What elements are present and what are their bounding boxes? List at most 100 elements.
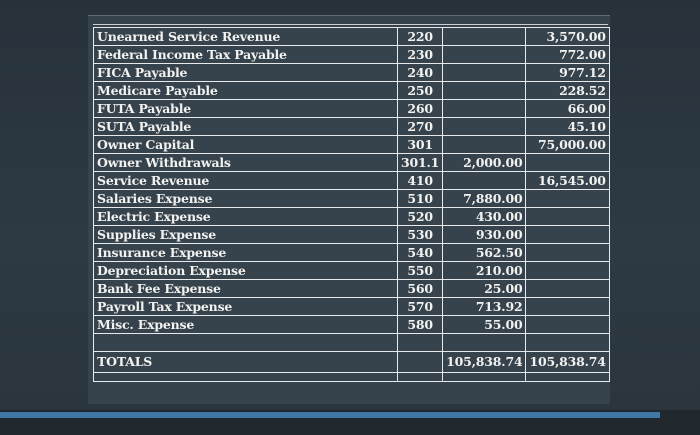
account-number: 270 <box>398 118 443 136</box>
account-row: Electric Expense520430.00 <box>94 208 610 226</box>
account-number: 260 <box>398 100 443 118</box>
bottom-strip <box>0 412 660 418</box>
credit-amount: 772.00 <box>526 46 609 64</box>
account-row: Depreciation Expense550210.00 <box>94 262 610 280</box>
account-name: Owner Capital <box>94 136 398 154</box>
credit-amount <box>526 208 609 226</box>
blank-cell <box>526 334 609 352</box>
credit-amount <box>526 244 609 262</box>
debit-amount <box>443 46 526 64</box>
credit-amount <box>526 298 609 316</box>
account-number: 530 <box>398 226 443 244</box>
account-row: Supplies Expense530930.00 <box>94 226 610 244</box>
blank-cell <box>94 334 398 352</box>
credit-amount: 16,545.00 <box>526 172 609 190</box>
account-name: FUTA Payable <box>94 100 398 118</box>
account-number: 540 <box>398 244 443 262</box>
debit-amount <box>443 118 526 136</box>
account-row: FUTA Payable260 66.00 <box>94 100 610 118</box>
totals-credit: 105,838.74 <box>526 352 609 373</box>
account-number: 580 <box>398 316 443 334</box>
account-number: 520 <box>398 208 443 226</box>
blank-cell <box>526 373 609 382</box>
credit-amount <box>526 190 609 208</box>
debit-amount <box>443 64 526 82</box>
blank-cell <box>398 373 443 382</box>
account-row: SUTA Payable270 45.10 <box>94 118 610 136</box>
account-name: SUTA Payable <box>94 118 398 136</box>
credit-amount <box>526 280 609 298</box>
account-number: 560 <box>398 280 443 298</box>
account-name: Depreciation Expense <box>94 262 398 280</box>
account-number: 301.1 <box>398 154 443 172</box>
totals-section: TOTALS 105,838.74 105,838.74 <box>94 334 610 382</box>
totals-label: TOTALS <box>94 352 398 373</box>
account-name: Unearned Service Revenue <box>94 28 398 46</box>
account-name: Misc. Expense <box>94 316 398 334</box>
debit-amount <box>443 82 526 100</box>
totals-debit: 105,838.74 <box>443 352 526 373</box>
account-row: Bank Fee Expense56025.00 <box>94 280 610 298</box>
debit-amount <box>443 28 526 46</box>
debit-amount: 562.50 <box>443 244 526 262</box>
account-row: Misc. Expense58055.00 <box>94 316 610 334</box>
debit-amount: 25.00 <box>443 280 526 298</box>
account-name: Payroll Tax Expense <box>94 298 398 316</box>
account-number: 301 <box>398 136 443 154</box>
account-row: FICA Payable240977.12 <box>94 64 610 82</box>
blank-cell <box>398 334 443 352</box>
credit-amount: 977.12 <box>526 64 609 82</box>
account-row: Federal Income Tax Payable230 772.00 <box>94 46 610 64</box>
account-number: 410 <box>398 172 443 190</box>
credit-amount <box>526 154 609 172</box>
totals-number-cell <box>398 352 443 373</box>
debit-amount: 930.00 <box>443 226 526 244</box>
debit-amount <box>443 100 526 118</box>
credit-amount: 3,570.00 <box>526 28 609 46</box>
account-name: Electric Expense <box>94 208 398 226</box>
account-row: Owner Withdrawals301.12,000.00 <box>94 154 610 172</box>
account-number: 220 <box>398 28 443 46</box>
credit-amount <box>526 262 609 280</box>
blank-cell <box>443 373 526 382</box>
account-rows: Unearned Service Revenue2203,570.00Feder… <box>94 28 610 334</box>
blank-cell <box>443 334 526 352</box>
account-name: FICA Payable <box>94 64 398 82</box>
account-number: 230 <box>398 46 443 64</box>
debit-amount: 210.00 <box>443 262 526 280</box>
account-name: Medicare Payable <box>94 82 398 100</box>
account-number: 570 <box>398 298 443 316</box>
account-name: Supplies Expense <box>94 226 398 244</box>
account-name: Federal Income Tax Payable <box>94 46 398 64</box>
account-name: Owner Withdrawals <box>94 154 398 172</box>
credit-amount: 75,000.00 <box>526 136 609 154</box>
account-row: Payroll Tax Expense570713.92 <box>94 298 610 316</box>
account-name: Insurance Expense <box>94 244 398 262</box>
debit-amount <box>443 172 526 190</box>
credit-amount: 66.00 <box>526 100 609 118</box>
account-name: Salaries Expense <box>94 190 398 208</box>
account-row: Medicare Payable250228.52 <box>94 82 610 100</box>
debit-amount: 2,000.00 <box>443 154 526 172</box>
tail-row <box>94 373 610 382</box>
account-row: Unearned Service Revenue220 3,570.00 <box>94 28 610 46</box>
debit-amount: 55.00 <box>443 316 526 334</box>
debit-amount <box>443 136 526 154</box>
blank-row <box>94 334 610 352</box>
debit-amount: 7,880.00 <box>443 190 526 208</box>
credit-amount: 45.10 <box>526 118 609 136</box>
account-name: Bank Fee Expense <box>94 280 398 298</box>
account-row: Service Revenue41016,545.00 <box>94 172 610 190</box>
trial-balance-table: Unearned Service Revenue2203,570.00Feder… <box>93 27 610 382</box>
credit-amount <box>526 316 609 334</box>
top-border-line <box>93 24 608 25</box>
account-row: Insurance Expense540562.50 <box>94 244 610 262</box>
blank-cell <box>94 373 398 382</box>
account-number: 550 <box>398 262 443 280</box>
account-row: Salaries Expense5107,880.00 <box>94 190 610 208</box>
totals-row: TOTALS 105,838.74 105,838.74 <box>94 352 610 373</box>
account-row: Owner Capital301 75,000.00 <box>94 136 610 154</box>
debit-amount: 430.00 <box>443 208 526 226</box>
account-number: 250 <box>398 82 443 100</box>
debit-amount: 713.92 <box>443 298 526 316</box>
